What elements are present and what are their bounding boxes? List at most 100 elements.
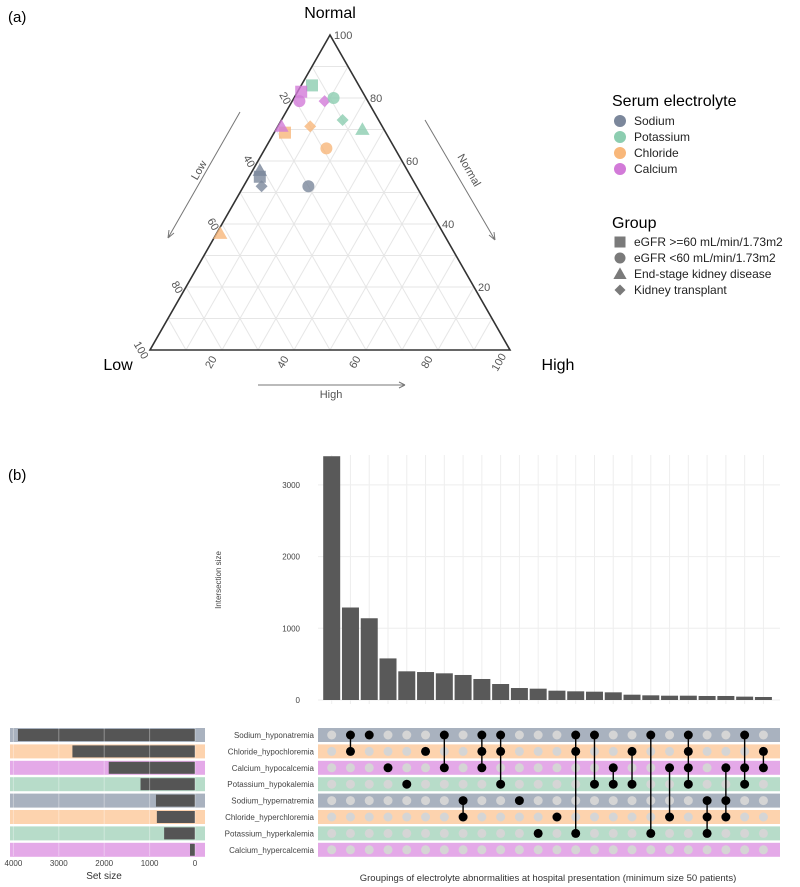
panel-b-label: (b) [8,467,26,484]
matrix-dot-inactive [533,746,543,756]
bottom-tick-label: 20 [203,354,220,371]
data-point-sodium-circle [302,180,315,193]
matrix-dot-inactive [364,779,374,789]
matrix-dot-inactive [533,796,543,806]
matrix-dot-inactive [402,796,412,806]
matrix-dot-inactive [458,730,468,740]
matrix-dot-inactive [345,812,355,822]
matrix-dot-inactive [740,812,750,822]
data-point-sodium-triangle [252,163,267,176]
matrix-dot-inactive [327,796,337,806]
matrix-dot-active [646,730,656,740]
matrix-dot-inactive [383,796,393,806]
grid-line [221,223,295,351]
matrix-dot-inactive [758,812,768,822]
matrix-row-band [318,793,780,808]
matrix-dot-active [533,828,543,838]
matrix-dot-inactive [683,845,693,855]
matrix-dot-inactive [589,812,599,822]
intersection-bar [341,607,359,700]
left-tick-label: 100 [131,340,151,362]
square-icon [614,236,626,248]
data-point-potassium-diamond [336,114,349,127]
legend-item-label: Calcium [634,162,677,176]
matrix-dot-inactive [627,812,637,822]
matrix-dot-inactive [589,796,599,806]
matrix-dot-inactive [364,796,374,806]
matrix-dot-inactive [627,796,637,806]
panel-a-label: (a) [8,9,26,26]
matrix-dot-inactive [439,845,449,855]
matrix-dot-active [646,828,656,838]
matrix-dot-inactive [758,796,768,806]
matrix-dot-active [458,812,468,822]
set-name-label: Chloride_hypochloremia [228,747,315,756]
matrix-row-band [318,728,780,742]
left-tick-label: 20 [276,90,293,107]
set-size-tick-label: 2000 [95,859,113,868]
intersection-bar [623,694,641,700]
matrix-dot-inactive [327,779,337,789]
intersection-bar [736,696,754,700]
data-point-calcium-square [295,85,308,98]
matrix-dot-inactive [364,746,374,756]
matrix-dot-inactive [552,763,562,773]
data-point-chloride-circle [320,142,333,155]
matrix-dot-inactive [364,763,374,773]
matrix-dot-inactive [721,845,731,855]
legend: Serum electrolyte Group Sodium Potassium C… [612,93,783,297]
right-tick-label: 60 [406,156,418,168]
matrix-dot-active [345,730,355,740]
matrix-dot-inactive [552,845,562,855]
matrix-dot-inactive [477,796,487,806]
left-tick-label: 40 [240,153,257,170]
set-size-band [10,810,205,824]
matrix-dot-active [702,796,712,806]
set-size-tick-label: 1000 [141,859,159,868]
matrix-dot-active [571,828,581,838]
set-size-band [10,842,205,857]
grid-line [239,192,331,351]
matrix-dot-inactive [514,746,524,756]
set-name-label: Potassium_hypokalemia [227,780,314,789]
matrix-dot-inactive [439,812,449,822]
matrix-dot-inactive [458,845,468,855]
matrix-dot-active [589,779,599,789]
set-name-label: Sodium_hypernatremia [231,797,314,806]
data-point-chloride-diamond [304,120,317,133]
matrix-dot-inactive [439,796,449,806]
legend-item-label: End-stage kidney disease [634,267,772,281]
grid-line [257,129,385,351]
matrix-dot-inactive [608,796,618,806]
bottom-tick-label: 80 [419,354,436,371]
legend-item-label: eGFR >=60 mL/min/1.73m2 [634,235,783,249]
matrix-dot-inactive [533,845,543,855]
matrix-dot-active [477,763,487,773]
matrix-dot-inactive [702,730,712,740]
matrix-dot-inactive [496,845,506,855]
set-size-bar [72,745,195,758]
y-tick-label: 2000 [282,553,300,562]
matrix-dot-active [496,779,506,789]
grid-line [203,255,259,351]
matrix-dot-inactive [552,796,562,806]
matrix-dot-inactive [514,845,524,855]
y-tick-label: 3000 [282,481,300,490]
intersection-bar [435,673,453,700]
matrix-dot-inactive [327,828,337,838]
matrix-dot-inactive [514,828,524,838]
intersection-bar [360,618,378,700]
axis-top-label: Normal [304,5,356,22]
arrow-low [167,111,241,239]
matrix-dot-inactive [327,812,337,822]
matrix-dot-inactive [402,828,412,838]
matrix-dot-inactive [421,812,431,822]
matrix-dot-active [402,779,412,789]
matrix-dot-inactive [740,796,750,806]
intersection-bar [548,690,566,700]
grid-line [329,192,421,351]
data-point-sodium-diamond [255,180,268,193]
matrix-dot-inactive [458,746,468,756]
matrix-dot-inactive [665,828,675,838]
